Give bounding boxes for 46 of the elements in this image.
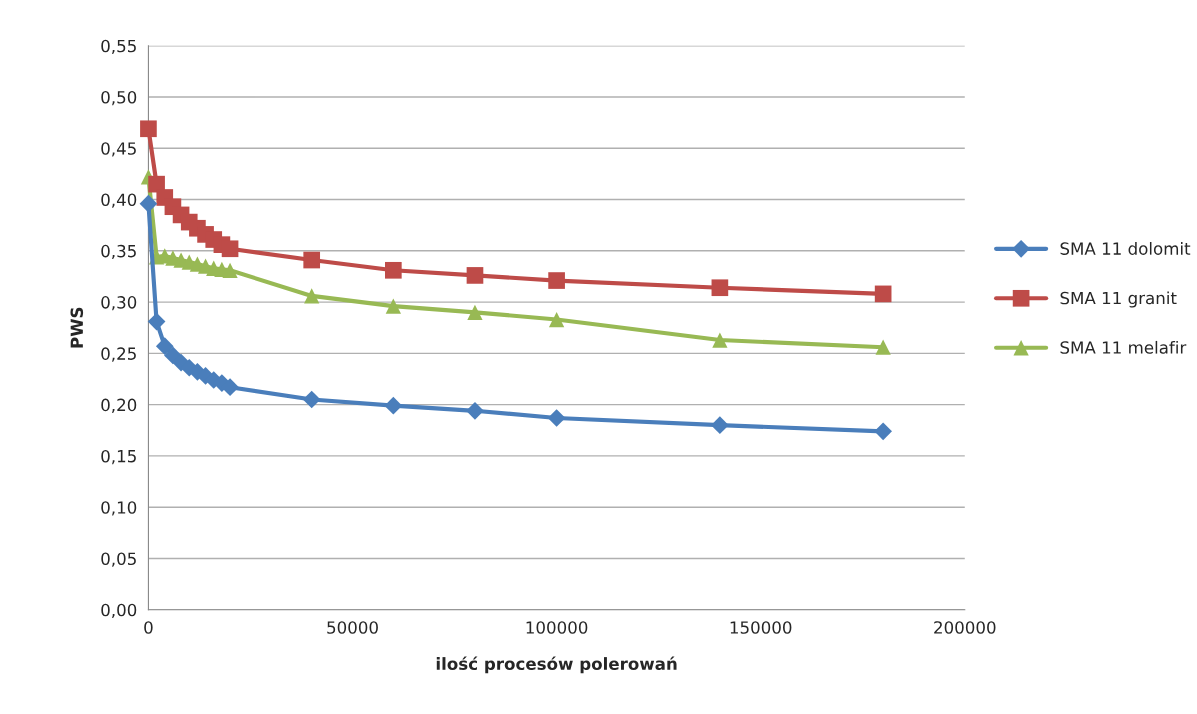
y-tick-label: 0,20 <box>101 398 137 413</box>
y-tick-label: 0,25 <box>101 347 136 362</box>
point <box>147 312 166 331</box>
point <box>547 409 566 427</box>
point <box>303 251 321 269</box>
x-tick-label: 100000 <box>526 621 588 634</box>
legend-label: SMA 11 dolomit <box>1060 241 1191 255</box>
point <box>711 279 729 297</box>
point <box>155 337 174 356</box>
point <box>467 304 483 320</box>
point <box>385 298 401 314</box>
y-tick-label: 0,05 <box>101 552 136 567</box>
point <box>548 272 565 289</box>
y-tick-label: 0,55 <box>101 39 136 54</box>
y-tick-label: 0,35 <box>101 244 136 260</box>
point <box>874 422 892 441</box>
point <box>712 332 728 348</box>
point <box>875 339 891 355</box>
y-axis-title: PWS <box>70 307 84 348</box>
x-axis-title: ilość procesów polerowań <box>436 656 677 674</box>
y-tick-label: 0,15 <box>101 449 136 465</box>
point <box>384 396 403 415</box>
x-tick-label: 50000 <box>327 621 378 634</box>
y-tick-label: 0,30 <box>101 296 137 311</box>
x-tick-label: 0 <box>144 621 153 634</box>
point <box>385 261 402 279</box>
point <box>711 416 729 434</box>
y-tick-label: 0,10 <box>101 501 137 516</box>
x-tick-label: 150000 <box>730 621 792 634</box>
x-tick-label: 200000 <box>934 621 996 634</box>
point <box>304 288 320 304</box>
point <box>222 262 238 278</box>
point <box>466 267 484 284</box>
point <box>466 401 484 420</box>
y-tick-label: 0,40 <box>101 193 137 208</box>
point <box>221 240 239 258</box>
legend-label: SMA 11 granit <box>1060 291 1177 308</box>
point <box>302 390 321 409</box>
point <box>874 285 892 303</box>
legend-label: SMA 11 melafir <box>1060 340 1187 354</box>
point <box>140 120 157 138</box>
point <box>139 194 158 213</box>
y-tick-label: 0,45 <box>101 142 136 157</box>
y-tick-label: 0,50 <box>101 90 137 106</box>
point <box>548 311 565 328</box>
y-tick-label: 0,00 <box>101 603 137 619</box>
